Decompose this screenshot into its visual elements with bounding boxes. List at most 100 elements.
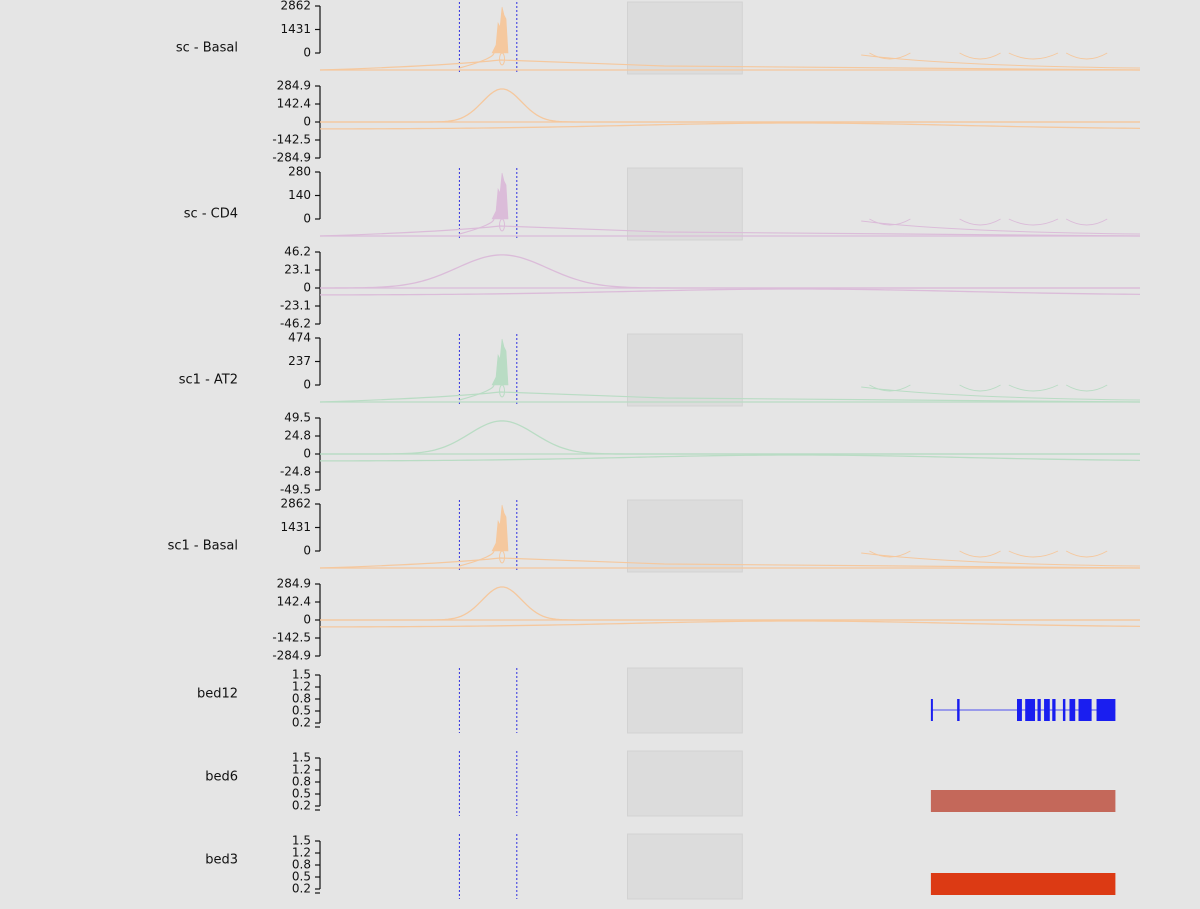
y-tick-label: 0.5: [292, 704, 311, 718]
junction-arc: [1065, 550, 1108, 558]
y-tick-label: 1.5: [292, 668, 311, 682]
density-curve-positive: [319, 254, 1140, 289]
junction-arc: [1008, 550, 1059, 558]
track-label: sc - CD4: [184, 207, 238, 222]
y-tick-label: 24.8: [284, 429, 311, 443]
junction-arc: [959, 384, 1001, 392]
coverage-loop: [499, 218, 506, 232]
bed-feature-bar: [930, 790, 1116, 812]
y-tick-label: 284.9: [277, 577, 311, 591]
junction-arc: [1065, 52, 1108, 60]
highlight-region: [627, 167, 743, 241]
coverage-peak: [491, 338, 509, 386]
coverage-peak: [491, 504, 509, 552]
track-label: bed3: [205, 853, 238, 868]
junction-arc: [319, 557, 1141, 569]
exon-block: [1044, 699, 1050, 721]
y-tick-label: 140: [288, 188, 311, 202]
y-tick-label: 1.5: [292, 751, 311, 765]
y-tick-label: 0.2: [292, 716, 311, 730]
y-tick-label: 2862: [280, 0, 311, 13]
y-tick-label: 0: [303, 378, 311, 392]
density-curve-negative: [319, 122, 1141, 130]
y-tick-label: 2862: [280, 497, 311, 511]
y-tick-label: 1.5: [292, 834, 311, 848]
y-tick-label: 142.4: [277, 97, 311, 111]
junction-arc: [869, 384, 911, 392]
density-curve-negative: [319, 454, 1141, 462]
highlight-region: [627, 750, 743, 817]
junction-arc: [869, 52, 911, 60]
y-tick-label: 0.2: [292, 882, 311, 896]
track-label: sc1 - AT2: [179, 373, 238, 388]
junction-arc: [869, 550, 911, 558]
exon-block: [1052, 699, 1056, 721]
y-tick-label: 0.5: [292, 787, 311, 801]
y-tick-label: 0.5: [292, 870, 311, 884]
y-tick-label: -284.9: [272, 151, 311, 165]
y-tick-label: 0.8: [292, 858, 311, 872]
y-tick-label: 284.9: [277, 79, 311, 93]
exon-block: [1096, 699, 1116, 721]
track-label: sc1 - Basal: [168, 539, 238, 554]
y-tick-label: 237: [288, 354, 311, 368]
junction-arc: [459, 383, 495, 401]
track-label: sc - Basal: [176, 41, 238, 56]
exon-block: [1062, 699, 1066, 721]
exon-block: [930, 699, 933, 721]
junction-arc: [869, 218, 911, 226]
y-tick-label: 49.5: [284, 411, 311, 425]
junction-arc: [959, 52, 1001, 60]
y-tick-label: 1.2: [292, 763, 311, 777]
y-tick-label: 0: [303, 46, 311, 60]
y-tick-label: -142.5: [272, 133, 311, 147]
y-tick-label: 0: [303, 544, 311, 558]
y-tick-label: 280: [288, 165, 311, 179]
bed-feature-bar: [930, 873, 1116, 895]
junction-arc: [1008, 218, 1059, 226]
junction-arc: [959, 550, 1001, 558]
junction-arc: [1065, 384, 1108, 392]
highlight-region: [627, 667, 743, 734]
highlight-region: [627, 1, 743, 75]
y-tick-label: 474: [288, 331, 311, 345]
density-curve-positive: [320, 586, 1140, 621]
junction-arc: [319, 391, 1141, 403]
y-tick-label: 1.2: [292, 680, 311, 694]
density-curve-negative: [319, 288, 1141, 296]
y-tick-label: -24.8: [280, 465, 311, 479]
junction-arc: [1065, 218, 1108, 226]
exon-block: [1069, 699, 1076, 721]
coverage-loop: [499, 550, 506, 564]
junction-arc: [959, 218, 1001, 226]
y-tick-label: 1431: [280, 22, 311, 36]
y-tick-label: -23.1: [280, 299, 311, 313]
junction-arc: [459, 217, 495, 235]
junction-arc: [1008, 52, 1059, 60]
y-tick-label: 0: [303, 115, 311, 129]
junction-arc: [861, 386, 1141, 401]
exon-block: [1037, 699, 1041, 721]
exon-block: [1025, 699, 1036, 721]
y-tick-label: 142.4: [277, 595, 311, 609]
highlight-region: [627, 499, 743, 573]
y-tick-label: 0: [303, 613, 311, 627]
junction-arc: [861, 552, 1141, 567]
junction-arc: [459, 51, 495, 69]
junction-arc: [1008, 384, 1059, 392]
junction-arc: [319, 225, 1141, 237]
coverage-loop: [499, 52, 506, 66]
coverage-loop: [499, 384, 506, 398]
y-tick-label: 0: [303, 281, 311, 295]
y-tick-label: -284.9: [272, 649, 311, 663]
density-curve-negative: [319, 620, 1141, 628]
exon-block: [1078, 699, 1092, 721]
density-curve-positive: [320, 88, 1140, 123]
junction-arc: [861, 220, 1141, 235]
y-tick-label: 0.8: [292, 692, 311, 706]
coverage-peak: [491, 6, 509, 54]
junction-arc: [319, 59, 1141, 71]
highlight-region: [627, 333, 743, 407]
y-tick-label: 0.8: [292, 775, 311, 789]
y-tick-label: 0: [303, 447, 311, 461]
